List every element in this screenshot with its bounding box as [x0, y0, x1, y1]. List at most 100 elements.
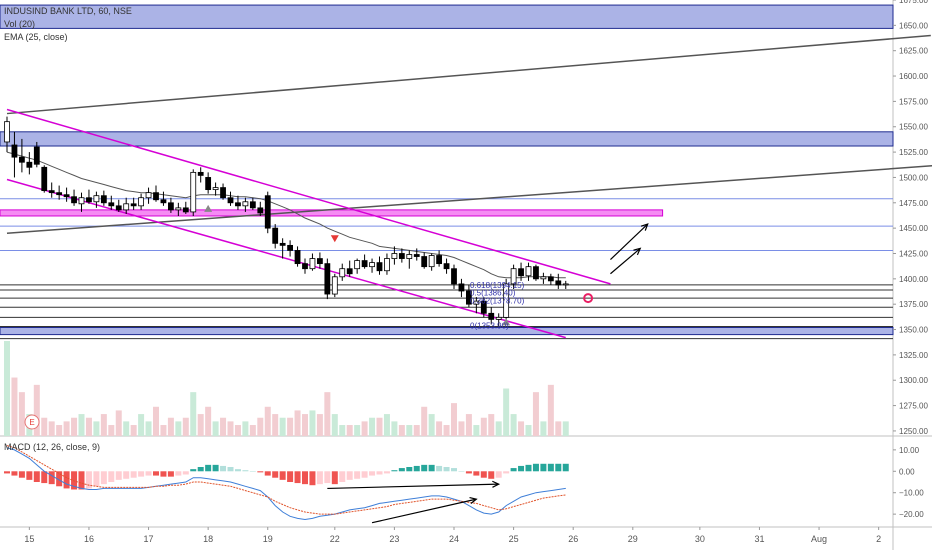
- volume-bar: [316, 414, 323, 436]
- macd-histogram-bar: [294, 471, 301, 484]
- volume-bar: [249, 425, 256, 436]
- volume-bar: [354, 425, 361, 436]
- candle-body: [130, 203, 137, 207]
- candle: [78, 192, 85, 212]
- legend-symbol[interactable]: INDUSIND BANK LTD, 60, NSE: [4, 6, 132, 16]
- candle-body: [346, 268, 353, 275]
- candle: [287, 240, 294, 257]
- candle: [145, 187, 152, 204]
- candle-body: [41, 166, 48, 192]
- macd-histogram-bar: [510, 468, 517, 472]
- candle: [130, 197, 137, 210]
- candle: [71, 189, 77, 206]
- candle-body: [480, 300, 487, 314]
- candle-body: [272, 227, 279, 244]
- macd-histogram-bar: [525, 464, 532, 472]
- candle-body: [115, 205, 122, 211]
- macd-histogram-bar: [309, 471, 316, 486]
- candle: [175, 202, 182, 216]
- volume-bar: [294, 410, 301, 436]
- legend-volume[interactable]: Vol (20): [4, 19, 36, 29]
- earnings-badge: [24, 414, 40, 430]
- candle-body: [182, 207, 189, 213]
- candle: [451, 264, 457, 289]
- candle-body: [294, 250, 301, 265]
- macd-line: [6, 447, 566, 521]
- volume-bar: [205, 406, 212, 436]
- candle-body: [205, 177, 212, 191]
- price-axis-label: 1550.00: [899, 123, 928, 132]
- volume-bar: [190, 392, 197, 436]
- macd-histogram-bar: [242, 470, 249, 472]
- price-axis-label: 1325.00: [899, 351, 928, 360]
- volume-bar: [555, 421, 562, 436]
- price-axis-label: 1250.00: [899, 427, 928, 436]
- macd-histogram-bar: [33, 471, 40, 482]
- time-axis-label: 16: [84, 534, 94, 544]
- volume-bar: [85, 417, 92, 436]
- time-axis-label: Aug: [811, 534, 827, 544]
- macd-axis-label: 10.00: [899, 446, 920, 455]
- candle: [115, 199, 122, 212]
- legend-ema[interactable]: EMA (25, close): [4, 32, 68, 42]
- macd-histogram-bar: [153, 471, 159, 476]
- candle: [272, 224, 279, 249]
- candle-body: [510, 268, 517, 285]
- candle: [540, 272, 547, 284]
- macd-histogram-bar: [11, 471, 18, 476]
- macd-histogram-bar: [108, 471, 115, 482]
- time-axis-label: 23: [389, 534, 399, 544]
- candle: [428, 253, 435, 271]
- macd-histogram-bar: [182, 471, 189, 475]
- candle-body: [369, 262, 375, 268]
- candle-body: [465, 290, 472, 305]
- candle-body: [473, 300, 480, 305]
- volume-bar: [4, 341, 10, 436]
- macd-histogram-bar: [346, 471, 353, 480]
- candle: [108, 195, 115, 210]
- macd-axis-label: −10.00: [899, 489, 924, 498]
- macd-axis-label: 0.00: [899, 467, 915, 476]
- candle: [220, 183, 226, 200]
- macd-histogram-bar: [249, 471, 256, 472]
- trend-line: [6, 34, 931, 115]
- candle-body: [406, 254, 413, 259]
- macd-histogram-bar: [205, 464, 212, 472]
- macd-histogram-bar: [287, 471, 294, 482]
- price-axis-label: 1650.00: [899, 21, 928, 30]
- candle: [100, 190, 107, 206]
- volume-bar: [167, 417, 174, 436]
- macd-pane-bg: [0, 437, 893, 527]
- candle: [18, 138, 25, 173]
- candle: [533, 264, 539, 281]
- legend-macd[interactable]: MACD (12, 26, close, 9): [4, 442, 101, 452]
- candle-body: [190, 171, 197, 213]
- candle: [421, 252, 428, 269]
- macd-histogram-bar: [421, 464, 428, 472]
- volume-bar: [383, 414, 390, 436]
- macd-histogram-bar: [361, 471, 368, 478]
- candle-body: [235, 202, 241, 207]
- candle-body: [316, 258, 323, 265]
- candle-body: [376, 262, 383, 272]
- macd-histogram-bar: [48, 471, 55, 485]
- time-axis-label: 15: [24, 534, 34, 544]
- volume-bar: [451, 403, 457, 436]
- macd-histogram-bar: [115, 471, 122, 480]
- candle: [555, 273, 562, 289]
- candle-body: [242, 201, 249, 207]
- candle: [294, 246, 301, 267]
- candle-body: [413, 254, 420, 257]
- candle: [93, 191, 100, 208]
- volume-bar: [108, 425, 115, 436]
- candle: [41, 165, 48, 193]
- price-axis-label: 1275.00: [899, 402, 928, 411]
- candle: [182, 201, 189, 214]
- volume-bar: [272, 414, 279, 436]
- macd-histogram-bar: [272, 471, 279, 478]
- candle: [302, 258, 308, 274]
- price-axis-label: 1575.00: [899, 97, 928, 106]
- candle-body: [18, 156, 25, 163]
